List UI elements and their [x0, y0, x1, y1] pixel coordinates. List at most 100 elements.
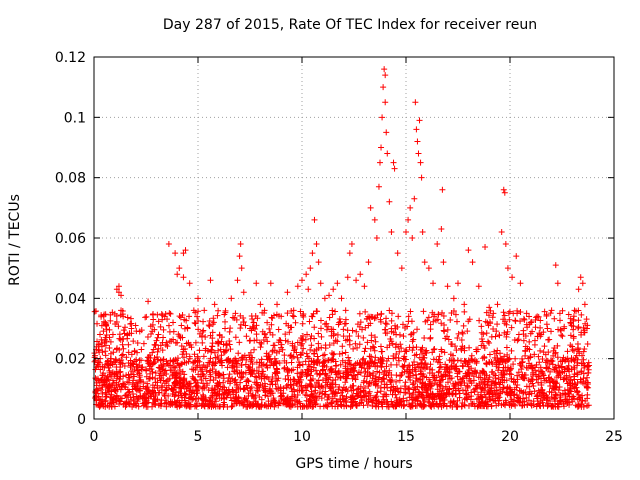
data-point: [108, 373, 115, 380]
data-point: [583, 325, 590, 332]
data-point: [551, 315, 558, 322]
data-point: [213, 398, 220, 405]
data-point: [245, 393, 252, 400]
data-point: [578, 378, 585, 385]
data-point: [554, 342, 561, 349]
data-point: [569, 343, 576, 350]
data-point: [384, 330, 391, 337]
data-point: [124, 378, 131, 385]
data-point: [199, 328, 206, 335]
data-point: [535, 313, 542, 320]
data-point: [269, 348, 276, 355]
data-point: [541, 308, 548, 315]
data-point: [143, 313, 150, 320]
data-point: [218, 352, 225, 359]
data-point: [520, 327, 527, 334]
data-point: [454, 373, 461, 380]
data-point: [236, 253, 243, 260]
data-point: [429, 349, 436, 356]
data-point: [282, 376, 289, 383]
data-point: [447, 316, 454, 323]
data-point: [460, 374, 467, 381]
data-point: [252, 373, 259, 380]
data-point: [191, 376, 198, 383]
data-point: [364, 365, 371, 372]
data-point: [311, 216, 318, 223]
data-point: [401, 348, 408, 355]
data-point: [462, 370, 469, 377]
data-point: [497, 350, 504, 357]
data-point: [209, 329, 216, 336]
data-point: [305, 286, 312, 293]
data-point: [305, 361, 312, 368]
data-point: [551, 384, 558, 391]
data-point: [330, 286, 337, 293]
data-point: [294, 283, 301, 290]
data-point: [183, 350, 190, 357]
data-point: [379, 114, 386, 121]
data-point: [176, 403, 183, 410]
data-point: [469, 259, 476, 266]
data-point: [137, 378, 144, 385]
data-point: [388, 338, 395, 345]
data-point: [162, 367, 169, 374]
data-point: [315, 356, 322, 363]
data-point: [556, 310, 563, 317]
data-point: [503, 368, 510, 375]
data-point: [282, 331, 289, 338]
data-point: [310, 364, 317, 371]
data-point: [278, 341, 285, 348]
data-point: [294, 339, 301, 346]
data-point: [384, 344, 391, 351]
data-point: [112, 388, 119, 395]
data-point: [233, 387, 240, 394]
data-point: [192, 366, 199, 373]
data-point: [500, 384, 507, 391]
data-point: [442, 393, 449, 400]
data-point: [568, 366, 575, 373]
data-point: [451, 357, 458, 364]
data-point: [290, 366, 297, 373]
data-point: [348, 387, 355, 394]
data-point: [438, 403, 445, 410]
data-point: [409, 396, 416, 403]
data-point: [461, 347, 468, 354]
data-point: [461, 301, 468, 308]
data-point: [418, 174, 425, 181]
data-point: [223, 347, 230, 354]
data-point: [165, 382, 172, 389]
data-point: [539, 355, 546, 362]
data-point: [452, 311, 459, 318]
data-point: [371, 347, 378, 354]
data-point: [374, 389, 381, 396]
data-point: [432, 377, 439, 384]
data-point: [500, 186, 507, 193]
data-point: [334, 331, 341, 338]
data-point: [344, 369, 351, 376]
data-point: [367, 204, 374, 211]
data-point: [407, 204, 414, 211]
data-point: [335, 367, 342, 374]
data-point: [308, 342, 315, 349]
data-point: [174, 360, 181, 367]
data-point: [402, 379, 409, 386]
data-point: [374, 383, 381, 390]
x-tick-label: 0: [90, 429, 99, 445]
data-point: [194, 353, 201, 360]
data-point: [486, 304, 493, 311]
data-point: [187, 387, 194, 394]
data-point: [312, 384, 319, 391]
data-point: [233, 381, 240, 388]
data-point: [370, 344, 377, 351]
data-point: [185, 380, 192, 387]
data-point: [426, 376, 433, 383]
data-point: [519, 395, 526, 402]
data-point: [130, 371, 137, 378]
data-point: [375, 398, 382, 405]
data-point: [103, 393, 110, 400]
data-point: [398, 345, 405, 352]
data-point: [291, 343, 298, 350]
data-point: [207, 277, 214, 284]
data-point: [405, 373, 412, 380]
data-point: [226, 341, 233, 348]
